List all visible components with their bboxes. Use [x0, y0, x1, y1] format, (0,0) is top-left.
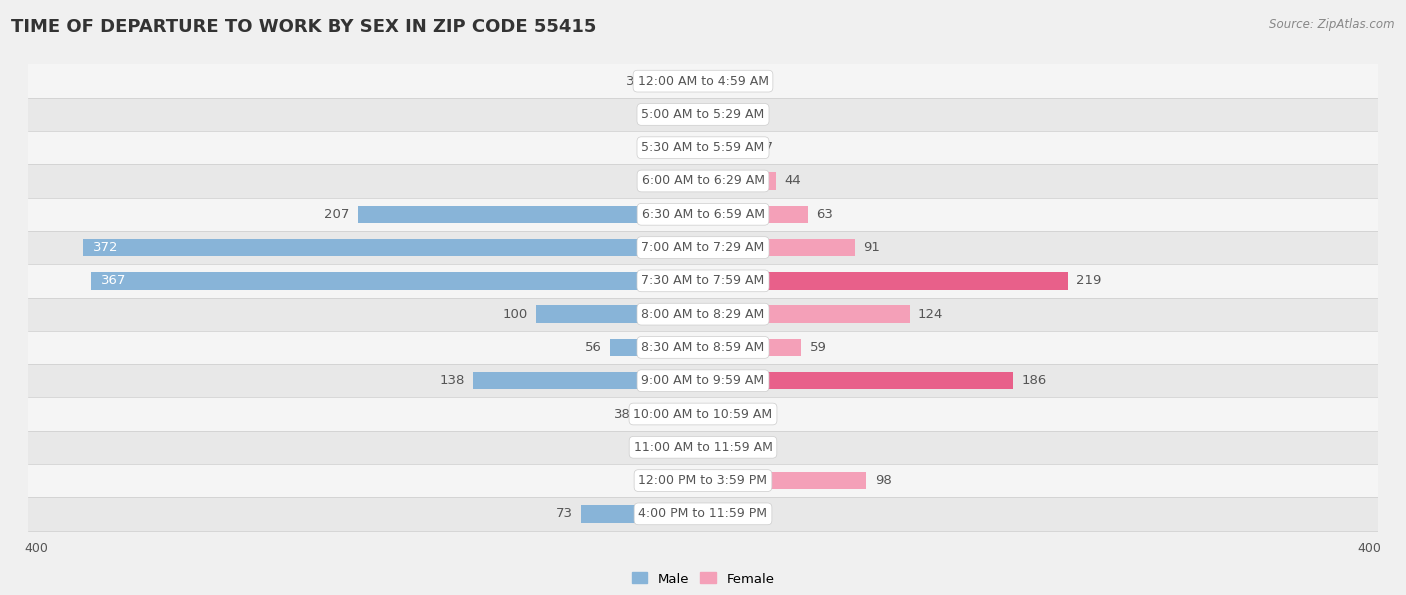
Bar: [91, 272, 703, 290]
Bar: [20, 298, 1386, 331]
Bar: [472, 372, 703, 389]
Text: 138: 138: [439, 374, 465, 387]
Text: 4:00 PM to 11:59 PM: 4:00 PM to 11:59 PM: [638, 508, 768, 521]
Text: 91: 91: [863, 241, 880, 254]
Bar: [20, 331, 1386, 364]
Text: 20: 20: [745, 508, 762, 521]
Bar: [20, 98, 1386, 131]
Text: 8:30 AM to 8:59 AM: 8:30 AM to 8:59 AM: [641, 341, 765, 354]
Bar: [20, 364, 1386, 397]
Bar: [20, 64, 1386, 98]
Bar: [703, 439, 721, 456]
Bar: [703, 139, 748, 156]
Bar: [651, 73, 703, 90]
Bar: [703, 372, 1012, 389]
Bar: [20, 198, 1386, 231]
Text: 0: 0: [688, 141, 696, 154]
Text: 31: 31: [626, 74, 643, 87]
Bar: [83, 239, 703, 256]
Text: 207: 207: [325, 208, 350, 221]
Text: 73: 73: [555, 508, 574, 521]
Text: 10:00 AM to 10:59 AM: 10:00 AM to 10:59 AM: [634, 408, 772, 421]
Bar: [703, 405, 748, 422]
Bar: [703, 505, 737, 522]
Text: 8:00 AM to 8:29 AM: 8:00 AM to 8:29 AM: [641, 308, 765, 321]
Text: 5:30 AM to 5:59 AM: 5:30 AM to 5:59 AM: [641, 141, 765, 154]
Bar: [536, 305, 703, 323]
Text: 21: 21: [643, 474, 659, 487]
Text: 27: 27: [756, 408, 773, 421]
Bar: [640, 405, 703, 422]
Bar: [703, 472, 866, 489]
Bar: [20, 131, 1386, 164]
Text: 12:00 PM to 3:59 PM: 12:00 PM to 3:59 PM: [638, 474, 768, 487]
Legend: Male, Female: Male, Female: [626, 567, 780, 591]
Bar: [20, 497, 1386, 531]
Text: 100: 100: [503, 308, 529, 321]
Text: 219: 219: [1076, 274, 1102, 287]
Bar: [20, 164, 1386, 198]
Bar: [703, 305, 910, 323]
Text: 63: 63: [817, 208, 834, 221]
Bar: [668, 472, 703, 489]
Text: 124: 124: [918, 308, 943, 321]
Text: 9: 9: [671, 441, 679, 454]
Bar: [703, 239, 855, 256]
Bar: [20, 231, 1386, 264]
Bar: [685, 173, 703, 190]
Text: 7:00 AM to 7:29 AM: 7:00 AM to 7:29 AM: [641, 241, 765, 254]
Bar: [359, 206, 703, 223]
Text: Source: ZipAtlas.com: Source: ZipAtlas.com: [1270, 18, 1395, 31]
Text: 9:00 AM to 9:59 AM: 9:00 AM to 9:59 AM: [641, 374, 765, 387]
Bar: [703, 173, 776, 190]
Text: 59: 59: [810, 341, 827, 354]
Text: 372: 372: [93, 241, 118, 254]
Bar: [20, 431, 1386, 464]
Text: 27: 27: [756, 141, 773, 154]
Bar: [703, 206, 808, 223]
Bar: [20, 464, 1386, 497]
Bar: [703, 339, 801, 356]
Text: 6:00 AM to 6:29 AM: 6:00 AM to 6:29 AM: [641, 174, 765, 187]
Bar: [688, 439, 703, 456]
Text: 11: 11: [730, 441, 747, 454]
Text: 0: 0: [711, 74, 720, 87]
Text: 11:00 AM to 11:59 AM: 11:00 AM to 11:59 AM: [634, 441, 772, 454]
Text: 56: 56: [585, 341, 602, 354]
Text: 98: 98: [875, 474, 891, 487]
Bar: [20, 397, 1386, 431]
Text: 11: 11: [659, 174, 676, 187]
Text: TIME OF DEPARTURE TO WORK BY SEX IN ZIP CODE 55415: TIME OF DEPARTURE TO WORK BY SEX IN ZIP …: [11, 18, 596, 36]
Text: 5:00 AM to 5:29 AM: 5:00 AM to 5:29 AM: [641, 108, 765, 121]
Bar: [703, 272, 1069, 290]
Bar: [610, 339, 703, 356]
Bar: [581, 505, 703, 522]
Text: 0: 0: [688, 108, 696, 121]
Text: 38: 38: [614, 408, 631, 421]
Text: 0: 0: [711, 108, 720, 121]
Text: 186: 186: [1021, 374, 1046, 387]
Bar: [20, 264, 1386, 298]
Text: 367: 367: [101, 274, 127, 287]
Text: 44: 44: [785, 174, 801, 187]
Text: 6:30 AM to 6:59 AM: 6:30 AM to 6:59 AM: [641, 208, 765, 221]
Text: 7:30 AM to 7:59 AM: 7:30 AM to 7:59 AM: [641, 274, 765, 287]
Text: 12:00 AM to 4:59 AM: 12:00 AM to 4:59 AM: [637, 74, 769, 87]
